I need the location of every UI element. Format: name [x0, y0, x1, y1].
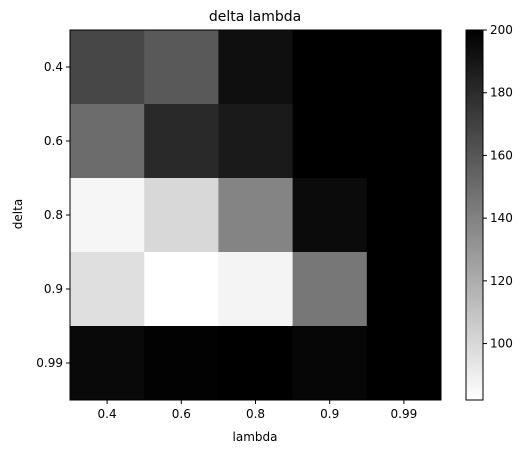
x-tick-label: 0.4 — [98, 407, 117, 421]
colorbar-tick-label: 200 — [490, 23, 513, 37]
y-axis-label: delta — [11, 199, 25, 229]
x-axis-label: lambda — [233, 430, 278, 444]
y-tick-label: 0.4 — [44, 60, 63, 74]
heatmap-cell — [218, 30, 294, 105]
heatmap-cell — [218, 178, 294, 253]
heatmap-cell — [70, 30, 145, 105]
heatmap-cell — [292, 30, 368, 105]
heatmap-cell — [70, 104, 145, 179]
heatmap-cell — [144, 178, 219, 253]
x-tick-label: 0.6 — [172, 407, 191, 421]
heatmap-cell — [144, 30, 219, 105]
x-tick-label: 0.8 — [246, 407, 265, 421]
heatmap-cell — [144, 252, 219, 327]
colorbar — [465, 29, 484, 401]
heatmap-cell — [366, 326, 442, 401]
heatmap-cells — [69, 29, 442, 401]
heatmap-cell — [292, 178, 368, 253]
colorbar-tick-label: 160 — [490, 148, 513, 162]
heatmap-cell — [366, 252, 442, 327]
heatmap-cell — [292, 326, 368, 401]
chart-title: delta lambda — [209, 9, 301, 25]
colorbar-ticks: 100 120 140 160 180 200 — [483, 23, 513, 351]
y-tick-label: 0.6 — [44, 134, 63, 148]
heatmap-cell — [292, 104, 368, 179]
colorbar-tick-label: 100 — [490, 337, 513, 351]
heatmap-cell — [218, 104, 294, 179]
x-axis-ticks: 0.4 0.6 0.8 0.9 0.99 — [98, 400, 418, 421]
heatmap-cell — [144, 104, 219, 179]
heatmap-cell — [70, 326, 145, 401]
heatmap-cell — [70, 178, 145, 253]
y-tick-label: 0.99 — [36, 356, 63, 370]
heatmap-cell — [218, 252, 294, 327]
colorbar-tick-label: 120 — [490, 274, 513, 288]
colorbar-tick-label: 140 — [490, 211, 513, 225]
heatmap-cell — [366, 104, 442, 179]
heatmap-cell — [292, 252, 368, 327]
heatmap-cell — [70, 252, 145, 327]
x-tick-label: 0.99 — [391, 407, 418, 421]
heatmap-cell — [366, 30, 442, 105]
colorbar-tick-label: 180 — [490, 86, 513, 100]
heatmap-cell — [366, 178, 442, 253]
heatmap-cell — [218, 326, 294, 401]
y-tick-label: 0.9 — [44, 282, 63, 296]
y-tick-label: 0.8 — [44, 208, 63, 222]
heatmap-cell — [144, 326, 219, 401]
y-axis-ticks: 0.4 0.6 0.8 0.9 0.99 — [36, 60, 70, 370]
x-tick-label: 0.9 — [320, 407, 339, 421]
